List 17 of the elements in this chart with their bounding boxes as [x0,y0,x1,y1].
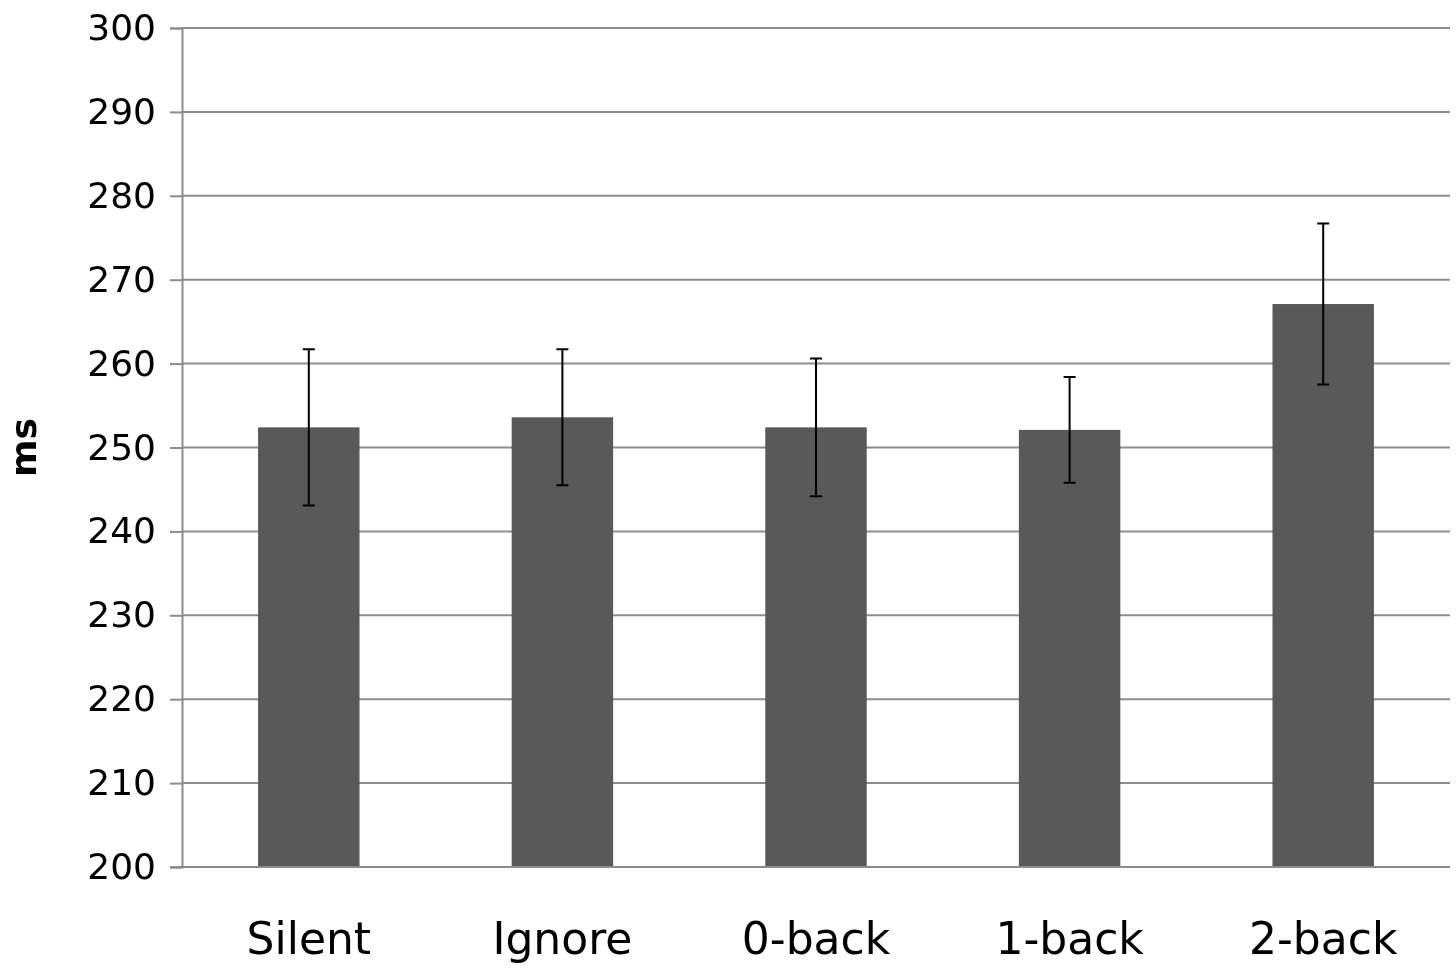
y-tick-label: 240 [87,510,156,552]
y-tick-label: 200 [87,846,156,888]
y-tick-label: 220 [87,678,156,720]
y-tick-label: 250 [87,426,156,468]
x-tick-label: Silent [246,913,372,965]
x-tick-label: Ignore [492,913,633,965]
x-tick-label: 1-back [995,913,1145,965]
y-tick-label: 290 [87,90,156,132]
y-tick-label: 210 [87,762,156,804]
y-tick-label: 270 [87,258,156,300]
x-tick-label: 2-back [1248,913,1398,965]
y-tick-label: 300 [87,7,156,49]
x-tick-label: 0-back [741,913,891,965]
y-tick-label: 280 [87,174,156,216]
y-tick-label: 260 [87,342,156,384]
y-tick-label: 230 [87,594,156,636]
y-axis-title: ms [3,418,44,477]
